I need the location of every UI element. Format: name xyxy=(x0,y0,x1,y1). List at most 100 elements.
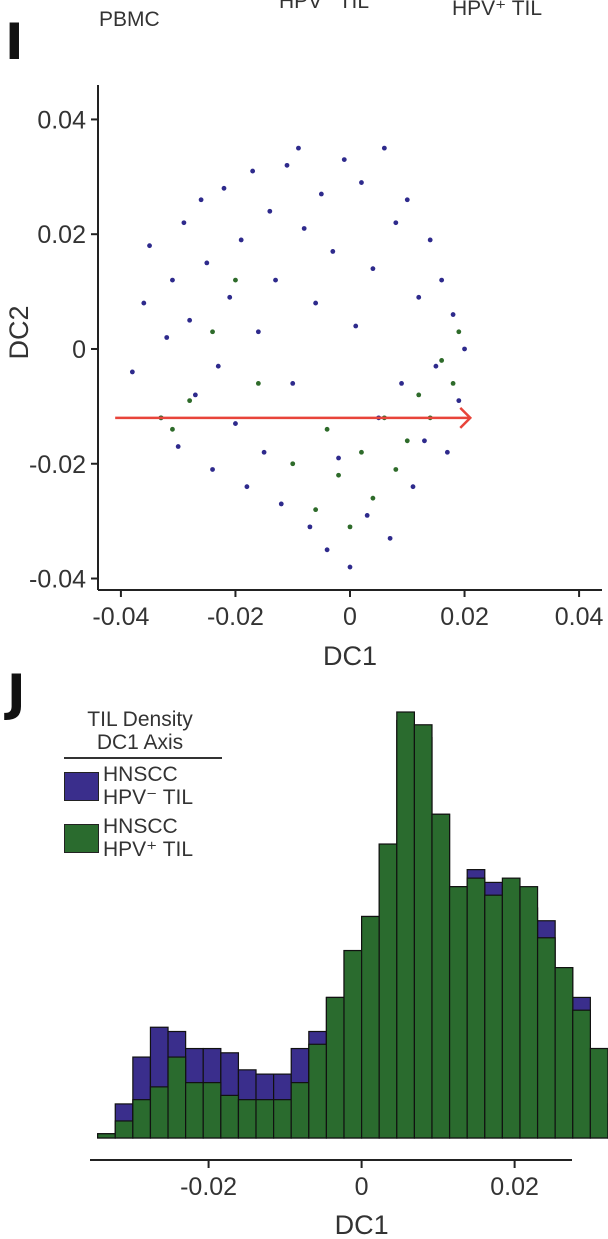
scatter-point-purple xyxy=(427,237,433,243)
scatter-point-purple xyxy=(439,277,445,283)
scatter-point-green xyxy=(347,524,353,530)
scatter-point-purple xyxy=(141,300,147,306)
scatter-point-purple xyxy=(147,243,152,249)
scatter-x-tick-label: 0 xyxy=(343,603,357,631)
scatter-point-purple xyxy=(324,547,330,553)
legend-title-line2: DC1 Axis xyxy=(96,731,184,754)
scatter-point-purple xyxy=(227,294,233,300)
scatter-point-purple xyxy=(370,266,376,272)
histogram-bar-hpv-pos xyxy=(589,1047,608,1139)
panel-i-letter: I xyxy=(5,13,24,71)
histogram-bar-hpv-pos xyxy=(273,1099,292,1139)
scatter-point-purple xyxy=(433,363,439,369)
scatter-point-purple xyxy=(181,220,187,226)
scatter-point-purple xyxy=(198,197,204,203)
scatter-point-green xyxy=(359,449,364,455)
scatter-point-green xyxy=(439,358,445,363)
histogram-bar-hpv-pos xyxy=(114,1120,134,1139)
scatter-point-green xyxy=(313,507,319,513)
scatter-point-green xyxy=(450,381,456,386)
scatter-point-purple xyxy=(290,381,296,386)
histogram-bar-hpv-pos xyxy=(343,949,363,1139)
legend-item-hpv-pos: HNSCC HPV⁺ TIL xyxy=(64,815,224,861)
scatter-point-purple xyxy=(164,335,170,340)
scatter-point-purple xyxy=(267,208,273,214)
histogram-bar-hpv-pos xyxy=(97,1133,116,1139)
scatter-x-axis-title: DC1 xyxy=(323,641,377,671)
scatter-point-green xyxy=(336,472,341,478)
scatter-point-purple xyxy=(416,294,422,300)
histogram-bar-hpv-pos xyxy=(132,1099,152,1139)
histogram-bar-hpv-pos xyxy=(290,1082,310,1139)
scatter-point-green xyxy=(404,438,410,444)
histogram-bar-hpv-pos xyxy=(237,1099,257,1139)
scatter-x-tick-label: -0.04 xyxy=(92,603,149,631)
scatter-point-purple xyxy=(393,220,399,226)
histogram-x-tick-label: -0.02 xyxy=(180,1173,237,1201)
scatter-point-green xyxy=(370,495,376,501)
scatter-point-purple xyxy=(422,438,427,444)
scatter-point-purple xyxy=(278,501,284,507)
scatter-point-green xyxy=(210,329,215,335)
legend-item-hpv-pos-line2: HPV⁺ TIL xyxy=(103,838,194,861)
legend-swatch-hpv-pos xyxy=(64,823,99,853)
legend-divider xyxy=(64,757,222,759)
histogram-x-axis-title: DC1 xyxy=(335,1210,389,1239)
histogram-bar-hpv-pos xyxy=(308,1043,328,1139)
scatter-x-tick-label: 0.02 xyxy=(440,603,489,631)
scatter-point-purple xyxy=(210,467,215,472)
scatter-point-green xyxy=(255,381,261,386)
scatter-y-axis-title: DC2 xyxy=(4,305,34,359)
histogram-bar-hpv-pos xyxy=(185,1082,204,1139)
legend-item-hpv-pos-line1: HNSCC xyxy=(103,815,178,838)
hpv-neg-til-label: HPV⁻ TIL xyxy=(279,0,370,13)
scatter-plot: 0.04 0.02 0 -0.02 -0.04-0.04 -0.02 0 0.02 0.04 DC… xyxy=(4,85,604,671)
scatter-point-purple xyxy=(255,329,261,335)
hpv-pos-til-label: HPV⁺ TIL xyxy=(452,0,543,20)
scatter-point-purple xyxy=(387,535,393,541)
scatter-point-purple xyxy=(330,249,336,254)
scatter-point-green xyxy=(290,461,296,467)
scatter-point-green xyxy=(456,329,462,335)
histogram-bar-hpv-pos xyxy=(361,915,380,1139)
scatter-point-purple xyxy=(261,449,267,455)
histogram-bar-hpv-pos xyxy=(167,1056,187,1139)
scatter-point-green xyxy=(233,277,238,283)
histogram-plot: -0.02 0 0.02 DC1 xyxy=(90,711,608,1239)
scatter-point-purple xyxy=(170,277,175,283)
legend-item-hpv-neg-line1: HNSCC xyxy=(103,763,178,786)
scatter-point-purple xyxy=(347,564,353,570)
histogram-legend: TIL Density DC1 Axis HNSCC HPV⁻ TIL HNSC… xyxy=(64,708,224,861)
scatter-point-purple xyxy=(341,157,347,163)
scatter-point-purple xyxy=(456,398,462,404)
legend-item-hpv-neg-line2: HPV⁻ TIL xyxy=(103,786,194,809)
scatter-point-purple xyxy=(192,392,198,398)
scatter-point-purple xyxy=(221,185,227,191)
scatter-point-purple xyxy=(364,512,370,518)
histogram-bar-hpv-pos xyxy=(466,877,486,1139)
histogram-bar-hpv-pos xyxy=(202,1082,222,1139)
panel-j-letter: J xyxy=(7,664,26,722)
scatter-point-purple xyxy=(318,191,324,197)
scatter-point-purple xyxy=(410,484,416,490)
scatter-point-purple xyxy=(399,381,404,386)
histogram-bar-hpv-pos xyxy=(572,1009,591,1139)
pbmc-label: PBMC xyxy=(99,8,160,31)
scatter-point-green xyxy=(393,467,399,472)
scatter-x-tick-label: 0.04 xyxy=(555,603,604,631)
scatter-point-purple xyxy=(238,237,244,243)
scatter-point-purple xyxy=(175,444,181,449)
scatter-point-purple xyxy=(129,369,135,375)
histogram-bar-hpv-pos xyxy=(325,996,345,1139)
scatter-point-purple xyxy=(273,277,278,283)
scatter-point-purple xyxy=(284,162,290,168)
legend-title-line1: TIL Density xyxy=(87,708,193,731)
scatter-point-purple xyxy=(307,524,313,530)
scatter-point-purple xyxy=(336,455,341,461)
scatter-point-purple xyxy=(244,484,250,490)
scatter-point-purple xyxy=(233,421,238,426)
scatter-y-tick-label: 0.04 xyxy=(37,106,86,134)
histogram-bar-hpv-pos xyxy=(554,967,574,1139)
scatter-y-tick-label: 0 xyxy=(72,336,86,364)
histogram-bar-hpv-pos xyxy=(413,724,433,1139)
